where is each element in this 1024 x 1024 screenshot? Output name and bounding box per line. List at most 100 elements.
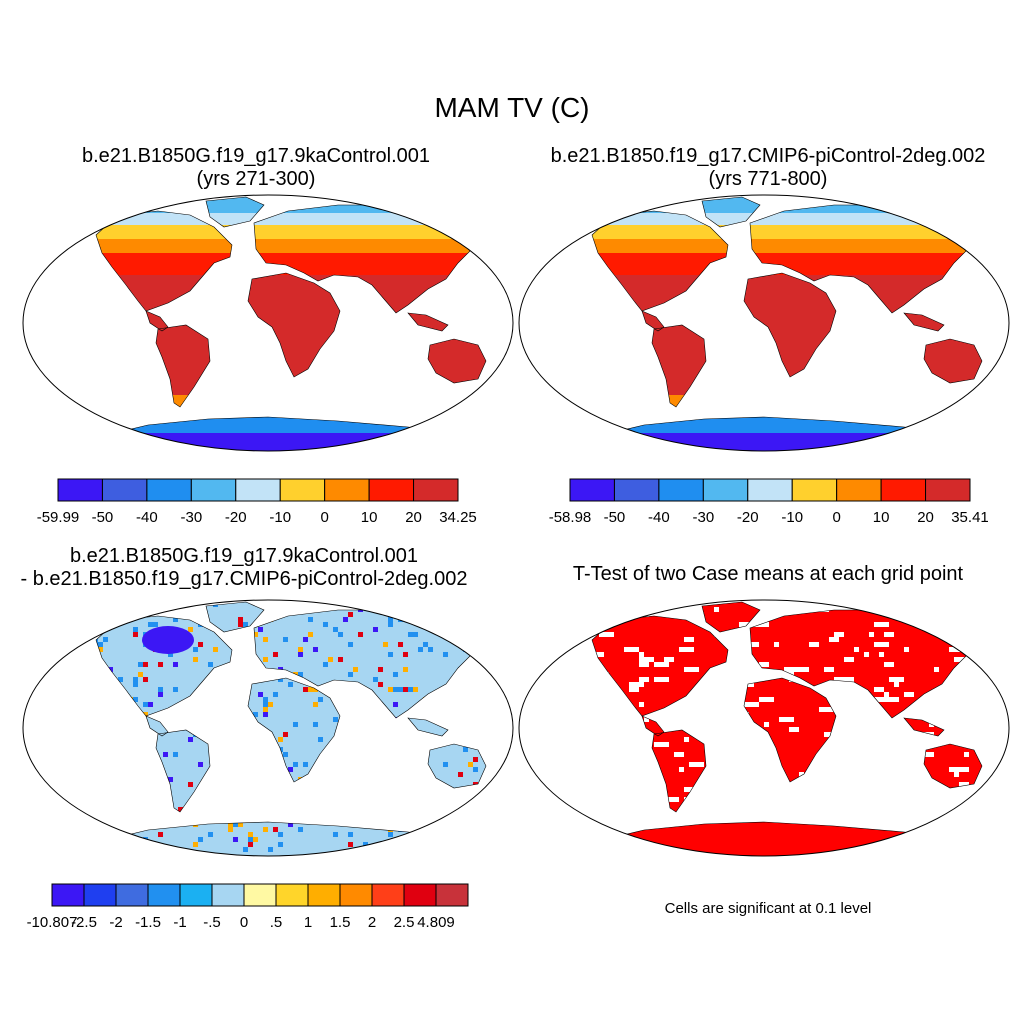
panel3-title-line1: b.e21.B1850G.f19_g17.9kaControl.001 bbox=[69, 545, 419, 567]
panel1-colorbar-swatch bbox=[190, 478, 237, 502]
panel2-colorbar-label: 10 bbox=[873, 509, 890, 526]
panel2-colorbar-swatch bbox=[747, 478, 793, 502]
panel2-australia-outline bbox=[923, 338, 983, 384]
panel3-colorbar-label: -2.5 bbox=[71, 914, 97, 931]
panel1-greenland-outline bbox=[205, 196, 265, 228]
panel1-colorbar-swatch bbox=[101, 478, 148, 502]
panel3-colorbar-swatch bbox=[371, 883, 405, 907]
panel4-title: T-Test of two Case means at each grid po… bbox=[572, 563, 964, 585]
panel1-africa-outline bbox=[247, 272, 341, 378]
panel1-title-line2: (yrs 271-300) bbox=[196, 168, 316, 190]
panel1-colorbar-swatch bbox=[324, 478, 370, 502]
panel1-australia-outline bbox=[427, 338, 487, 384]
panel3-colorbar-label: 2.5 bbox=[394, 914, 415, 931]
panel2-colorbar-swatch bbox=[880, 478, 927, 502]
panel1-colorbar: -59.99 -50 -40 -30 -20 -10 0 10 20 34.25 bbox=[37, 478, 477, 526]
panel3-greenland-outline bbox=[205, 601, 265, 633]
panel3-africa-outline bbox=[247, 677, 341, 783]
panel2-title-line1: b.e21.B1850.f19_g17.CMIP6-piControl-2deg… bbox=[550, 145, 986, 167]
panel4-greenland-outline bbox=[701, 601, 761, 633]
panel3-colorbar-label: 0 bbox=[240, 914, 248, 931]
panel3-colorbar-label: -1.5 bbox=[135, 914, 161, 931]
panel3-colorbar-label: -10.807 bbox=[27, 914, 78, 931]
panel4-australia-outline bbox=[923, 743, 983, 789]
panel1-colorbar-swatch bbox=[413, 478, 459, 502]
panel1-southAmerica-outline bbox=[155, 324, 211, 408]
panel3-colorbar: -10.807-2.5 -2 -1.5 -1 -.5 0 .5 1 1.5 2 2.5 4.809 bbox=[27, 883, 469, 931]
panel3-colorbar-swatch bbox=[275, 883, 309, 907]
panel1-colorbar-swatch bbox=[279, 478, 326, 502]
panel1-colorbar-swatch bbox=[146, 478, 192, 502]
panel3-seAsia-outline bbox=[407, 717, 449, 737]
panel1-colorbar-swatch bbox=[368, 478, 415, 502]
panel3-colorbar-swatch bbox=[307, 883, 341, 907]
panel1-colorbar-label: -50 bbox=[92, 509, 114, 526]
panel2-colorbar-label: 20 bbox=[917, 509, 934, 526]
panel2-colorbar-label: 35.41 bbox=[951, 509, 989, 526]
panel2-colorbar-label: -20 bbox=[737, 509, 759, 526]
panel3-colorbar-label: 4.809 bbox=[417, 914, 455, 931]
panel4-seAsia-outline bbox=[903, 717, 945, 737]
panel1-colorbar-label: -40 bbox=[136, 509, 158, 526]
panel2-colorbar-label: -10 bbox=[781, 509, 803, 526]
panel4-centralAmerica-outline bbox=[641, 715, 665, 737]
panel1-centralAmerica-outline bbox=[145, 310, 169, 332]
main-title: MAM TV (C) bbox=[434, 92, 590, 123]
panel3-colorbar-label: 1 bbox=[304, 914, 312, 931]
panel1-colorbar-label: 34.25 bbox=[439, 509, 477, 526]
panel2-map bbox=[518, 194, 1010, 452]
panel2-centralAmerica-outline bbox=[641, 310, 665, 332]
panel1-seAsia-outline bbox=[407, 312, 449, 332]
panel2-colorbar-label: -58.98 bbox=[549, 509, 592, 526]
panel2-colorbar-swatch bbox=[658, 478, 704, 502]
panel2-colorbar-label: -50 bbox=[604, 509, 626, 526]
panel2-colorbar-swatch bbox=[702, 478, 749, 502]
panel3-map bbox=[22, 599, 514, 857]
panel3-colorbar-swatch bbox=[115, 883, 149, 907]
panel3-colorbar-swatch bbox=[211, 883, 245, 907]
panel1-colorbar-label: -30 bbox=[180, 509, 202, 526]
panel2-northAmerica-outline bbox=[591, 210, 729, 312]
panel1-colorbar-label: 10 bbox=[361, 509, 378, 526]
panel4-northAmerica-outline bbox=[591, 615, 729, 717]
panel3-colorbar-swatch bbox=[243, 883, 277, 907]
panel3-colorbar-label: .5 bbox=[270, 914, 283, 931]
panel2-title: b.e21.B1850.f19_g17.CMIP6-piControl-2deg… bbox=[512, 145, 1024, 191]
significance-note: Cells are significant at 0.1 level bbox=[664, 900, 872, 917]
panel3-colorbar-swatch bbox=[179, 883, 213, 907]
panel3-australia-outline bbox=[427, 743, 487, 789]
panel3-colorbar-label: -2 bbox=[109, 914, 122, 931]
panel3-colorbar-label: 1.5 bbox=[330, 914, 351, 931]
panel2-seAsia-outline bbox=[903, 312, 945, 332]
panel1-colorbar-swatch bbox=[57, 478, 103, 502]
panel2-greenland-outline bbox=[701, 196, 761, 228]
panel3-colorbar-label: -1 bbox=[173, 914, 186, 931]
map-frame bbox=[518, 599, 1010, 857]
panel3-colorbar-swatch bbox=[435, 883, 469, 907]
panel1-colorbar-label: 20 bbox=[405, 509, 422, 526]
panel2-colorbar: -58.98 -50 -40 -30 -20 -10 0 10 20 35.41 bbox=[549, 478, 989, 526]
panel1-map bbox=[22, 194, 514, 452]
panel1-colorbar-label: -10 bbox=[269, 509, 291, 526]
panel1-title-line1: b.e21.B1850G.f19_g17.9kaControl.001 bbox=[81, 145, 431, 167]
panel3-title: b.e21.B1850G.f19_g17.9kaControl.001 - b.… bbox=[0, 545, 500, 591]
panel2-colorbar-label: -40 bbox=[648, 509, 670, 526]
panel2-africa-outline bbox=[743, 272, 837, 378]
panel3-colorbar-swatch bbox=[147, 883, 181, 907]
panel1-colorbar-label: -20 bbox=[225, 509, 247, 526]
map-frame bbox=[518, 194, 1010, 452]
panel1-title: b.e21.B1850G.f19_g17.9kaControl.001 (yrs… bbox=[0, 145, 512, 191]
map-frame bbox=[22, 599, 514, 857]
panel4-southAmerica-outline bbox=[651, 729, 707, 813]
panel3-southAmerica-outline bbox=[155, 729, 211, 813]
panel3-colorbar-label: -.5 bbox=[203, 914, 221, 931]
panel3-colorbar-label: 2 bbox=[368, 914, 376, 931]
panel4-map bbox=[518, 599, 1010, 857]
panel2-colorbar-label: 0 bbox=[832, 509, 840, 526]
panel3-title-line2: - b.e21.B1850.f19_g17.CMIP6-piControl-2d… bbox=[20, 568, 468, 590]
panel2-colorbar-swatch bbox=[836, 478, 882, 502]
panel1-colorbar-label: -59.99 bbox=[37, 509, 80, 526]
panel3-colorbar-swatch bbox=[83, 883, 117, 907]
panel1-colorbar-swatch bbox=[235, 478, 281, 502]
panel2-colorbar-swatch bbox=[569, 478, 615, 502]
